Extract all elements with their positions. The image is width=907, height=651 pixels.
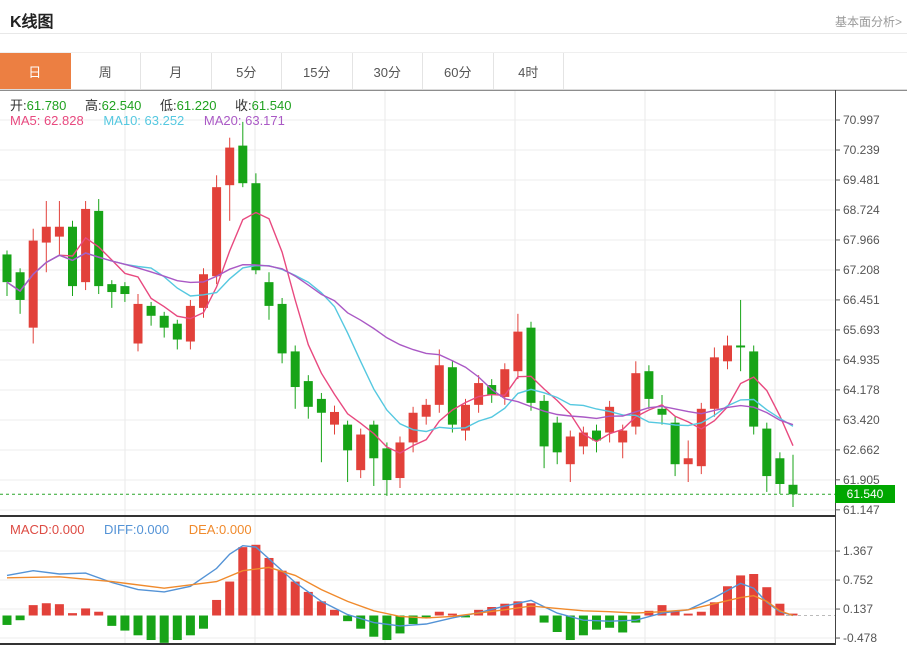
tab-30min[interactable]: 30分 (353, 53, 423, 89)
pane-borders (0, 90, 907, 645)
svg-text:0.137: 0.137 (843, 602, 873, 616)
svg-text:64.935: 64.935 (843, 353, 880, 367)
svg-text:68.724: 68.724 (843, 203, 880, 217)
tab-weekly[interactable]: 周 (71, 53, 141, 89)
tab-4hour[interactable]: 4时 (494, 53, 564, 89)
tab-60min[interactable]: 60分 (423, 53, 494, 89)
macd-histogram (2, 544, 835, 643)
svg-text:-0.478: -0.478 (843, 631, 877, 645)
ohlc-high-label: 高: (85, 98, 102, 113)
header-divider (0, 33, 907, 34)
legend-ma20: MA20: 63.171 (203, 113, 285, 128)
dea-line (6, 566, 794, 619)
ohlc-close-label: 收: (235, 98, 252, 113)
legend-ma5: MA5: 62.828 (10, 113, 84, 128)
tab-5min[interactable]: 5分 (212, 53, 282, 89)
macd-legend-macd: MACD:0.000 (10, 522, 85, 537)
ohlc-legend: 开:61.780 高:62.540 低:61.220 收:61.540 (10, 95, 306, 114)
current-price-badge: 61.540 (835, 485, 895, 504)
tab-15min[interactable]: 15分 (282, 53, 353, 89)
ma5-line (6, 211, 794, 454)
svg-text:66.451: 66.451 (843, 293, 880, 307)
svg-text:63.420: 63.420 (843, 413, 880, 427)
page-title: K线图 (10, 14, 54, 31)
macd-legend: MACD:0.000 DIFF:0.000 DEA:0.000 (10, 522, 268, 537)
gridlines (0, 91, 835, 644)
kline-chart[interactable]: 70.997 70.239 69.481 68.724 67.966 67.208 66.4… (0, 90, 907, 651)
legend-ma10: MA10: 63.252 (103, 113, 185, 128)
tab-daily[interactable]: 日 (0, 53, 71, 89)
svg-text:1.367: 1.367 (843, 544, 873, 558)
svg-text:65.693: 65.693 (843, 323, 880, 337)
ohlc-open-label: 开: (10, 98, 27, 113)
svg-text:70.239: 70.239 (843, 143, 880, 157)
svg-text:0.752: 0.752 (843, 573, 873, 587)
fundamental-analysis-link[interactable]: 基本面分析> (834, 15, 902, 29)
svg-text:61.905: 61.905 (843, 473, 880, 487)
ma-legend: MA5: 62.828 MA10: 63.252 MA20: 63.171 (10, 113, 301, 128)
svg-text:70.997: 70.997 (843, 113, 880, 127)
ohlc-close-value: 61.540 (251, 98, 292, 113)
tab-monthly[interactable]: 月 (141, 53, 212, 89)
tab-bar-filler (564, 53, 907, 89)
svg-text:64.178: 64.178 (843, 383, 880, 397)
svg-text:67.208: 67.208 (843, 263, 880, 277)
ohlc-low-value: 61.220 (176, 98, 217, 113)
macd-legend-dea: DEA:0.000 (188, 522, 252, 537)
ma20-line (6, 252, 794, 426)
price-axis-labels: 70.997 70.239 69.481 68.724 67.966 67.208 66.4… (835, 113, 880, 645)
svg-text:67.966: 67.966 (843, 233, 880, 247)
diff-line (6, 544, 794, 627)
ma10-line (6, 252, 794, 433)
ohlc-open-value: 61.780 (26, 98, 67, 113)
ohlc-high-value: 62.540 (101, 98, 142, 113)
svg-text:61.147: 61.147 (843, 503, 880, 517)
svg-text:69.481: 69.481 (843, 173, 880, 187)
svg-text:62.662: 62.662 (843, 443, 880, 457)
ohlc-low-label: 低: (160, 98, 177, 113)
current-price-value: 61.540 (846, 487, 884, 502)
interval-tab-bar: 日周月 5分 15分 30分 60分 4时 (0, 52, 907, 90)
macd-legend-diff: DIFF:0.000 (104, 522, 170, 537)
